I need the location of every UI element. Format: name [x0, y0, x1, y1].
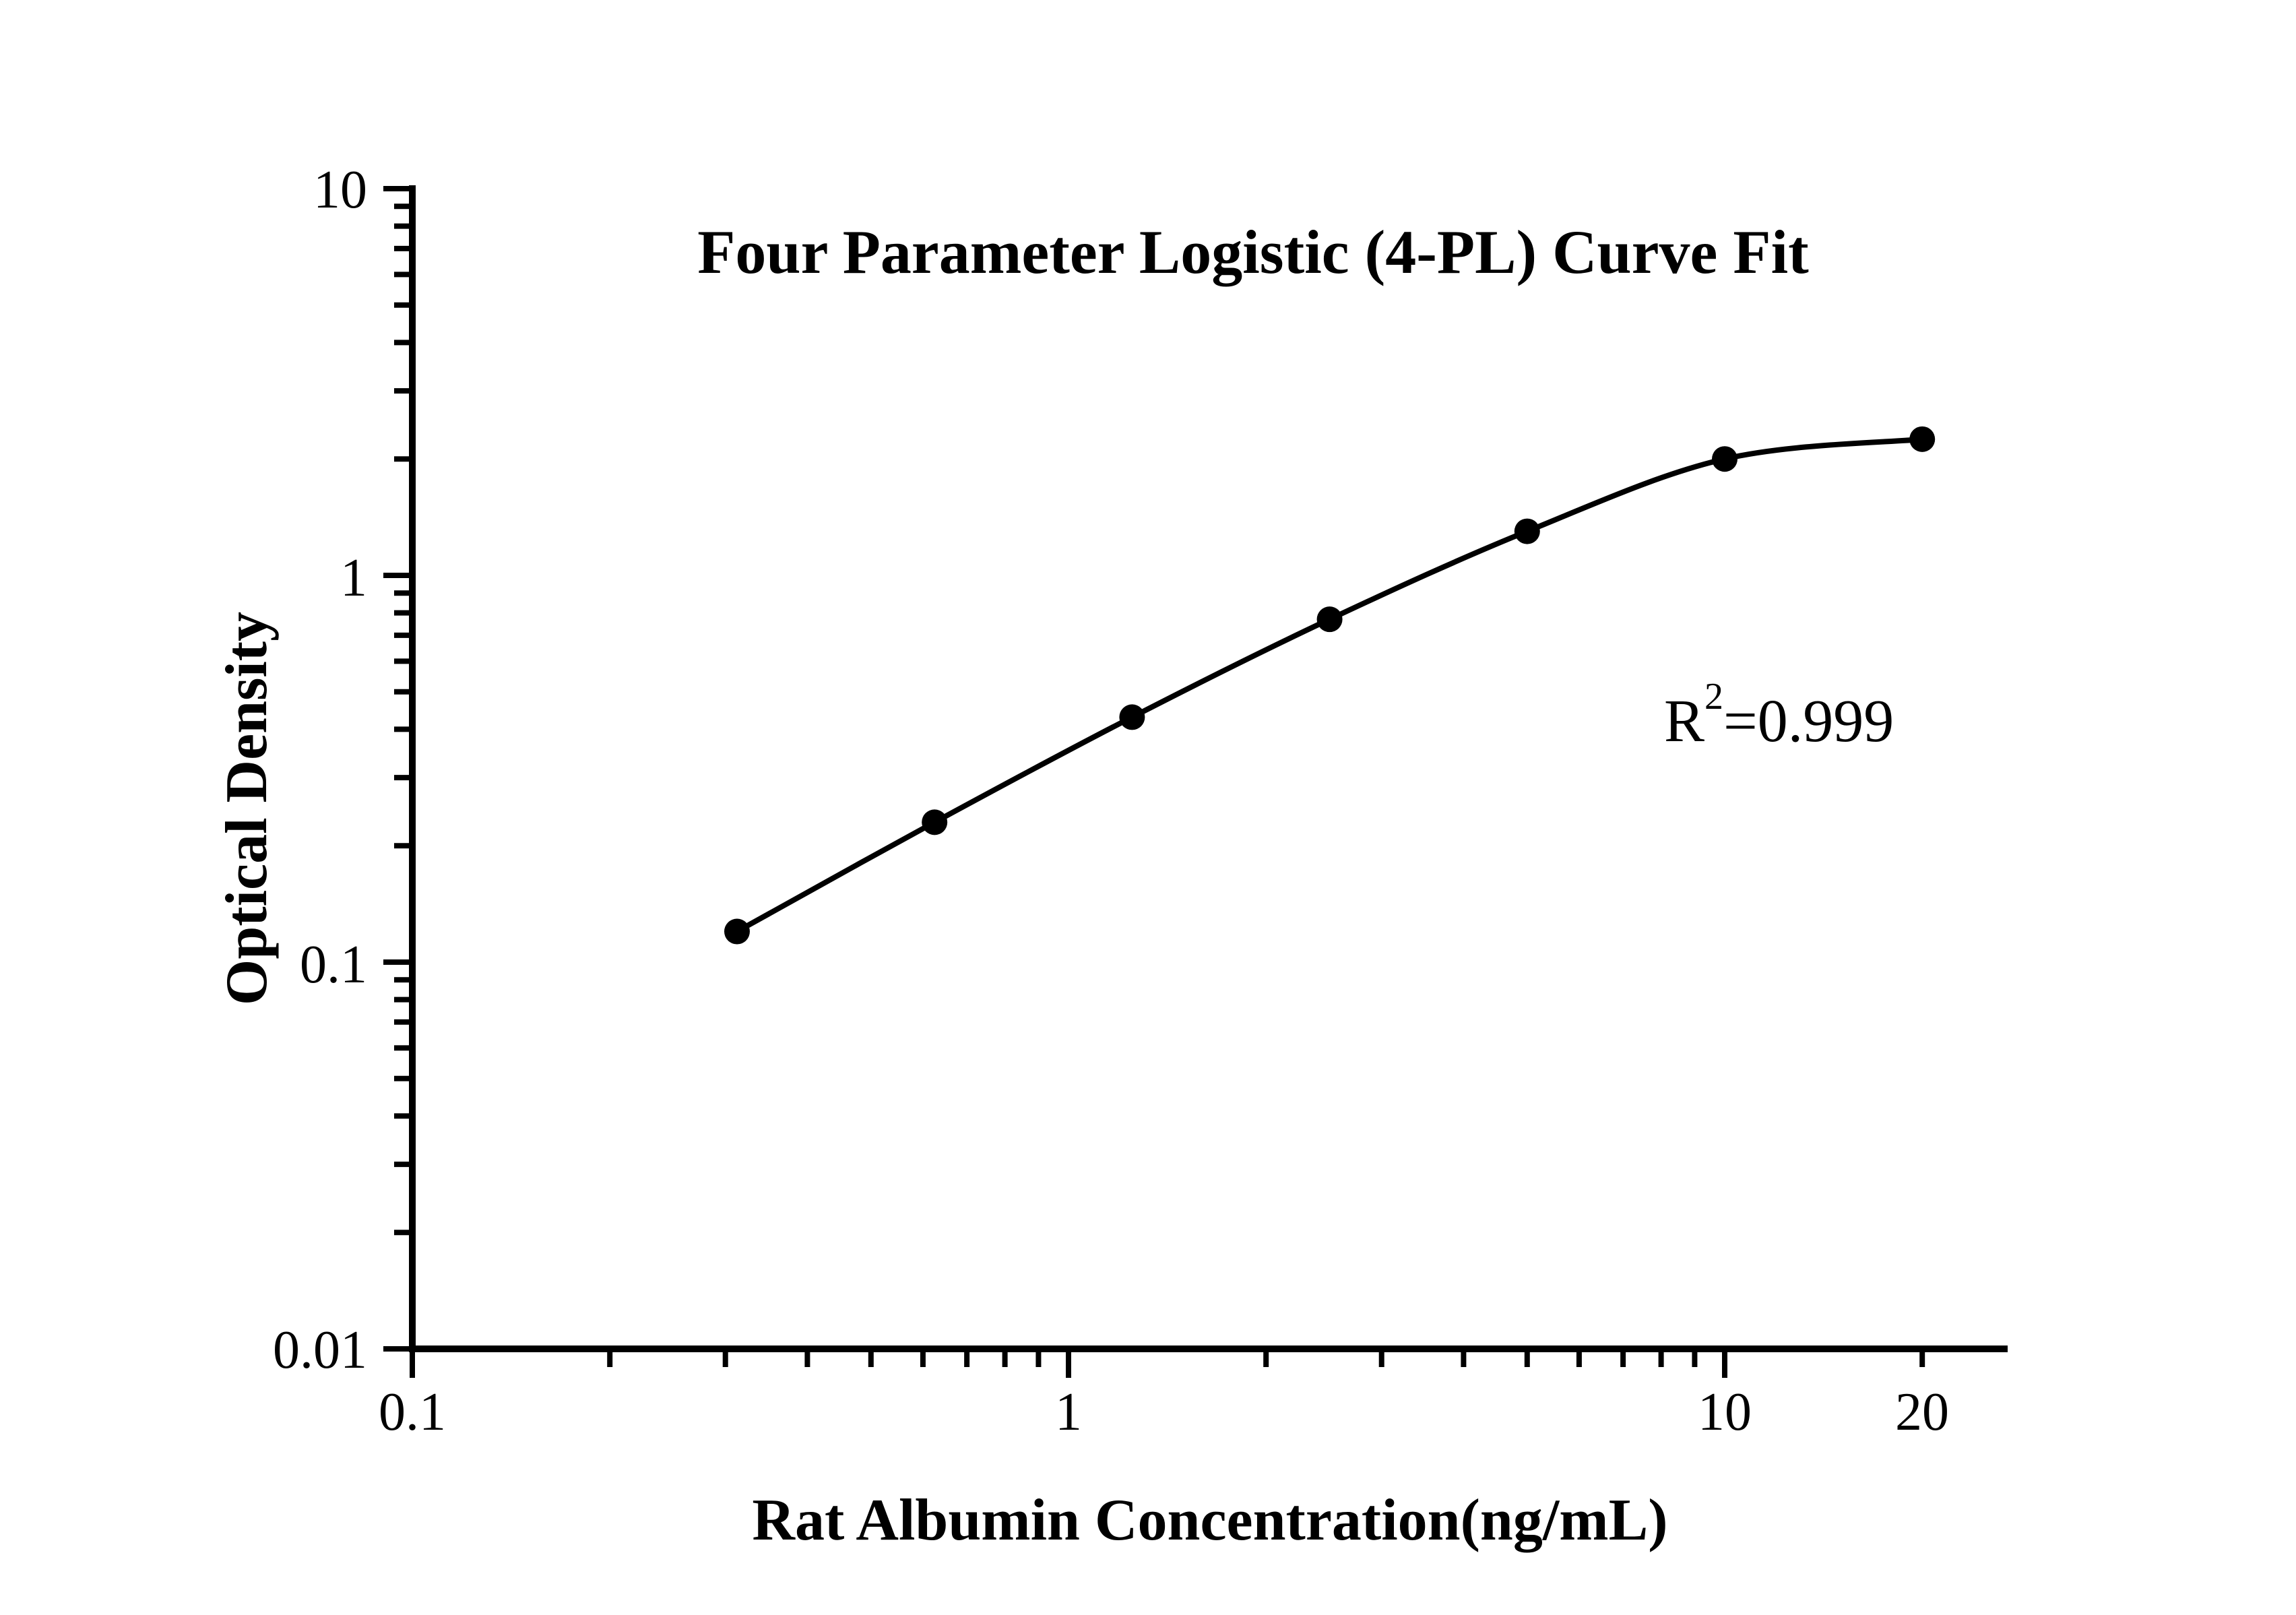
r-squared-value: =0.999	[1723, 688, 1894, 755]
y-axis-title: Optical Density	[214, 612, 280, 1005]
y-tick-label-0.1: 0.1	[300, 935, 367, 994]
y-tick-label-1: 1	[340, 548, 367, 608]
data-point	[724, 918, 750, 945]
x-axis	[409, 1345, 2008, 1378]
x-tick-label-1: 1	[1055, 1383, 1082, 1442]
fit-curve	[734, 436, 1925, 935]
data-points-group	[724, 426, 1936, 945]
data-point	[922, 809, 948, 835]
y-tick-label-10: 10	[313, 160, 367, 220]
data-point	[1514, 518, 1540, 544]
chart-title: Four Parameter Logistic (4-PL) Curve Fit	[697, 218, 1809, 286]
x-tick-label-0.1: 0.1	[379, 1383, 446, 1442]
x-tick-label-10: 10	[1698, 1383, 1752, 1442]
x-axis-title: Rat Albumin Concentration(ng/mL)	[752, 1488, 1667, 1553]
r-squared-base: R	[1664, 688, 1704, 755]
r-squared-annotation: R2=0.999	[1664, 676, 1894, 755]
r-squared-superscript: 2	[1704, 676, 1723, 718]
x-tick-label-20: 20	[1895, 1383, 1949, 1442]
data-point	[1119, 704, 1145, 730]
fit-curve-group	[734, 436, 1925, 935]
data-point	[1316, 606, 1343, 633]
data-point	[1909, 426, 1936, 452]
y-tick-label-0.01: 0.01	[273, 1321, 367, 1380]
y-axis	[383, 185, 416, 1352]
data-point	[1712, 446, 1737, 472]
